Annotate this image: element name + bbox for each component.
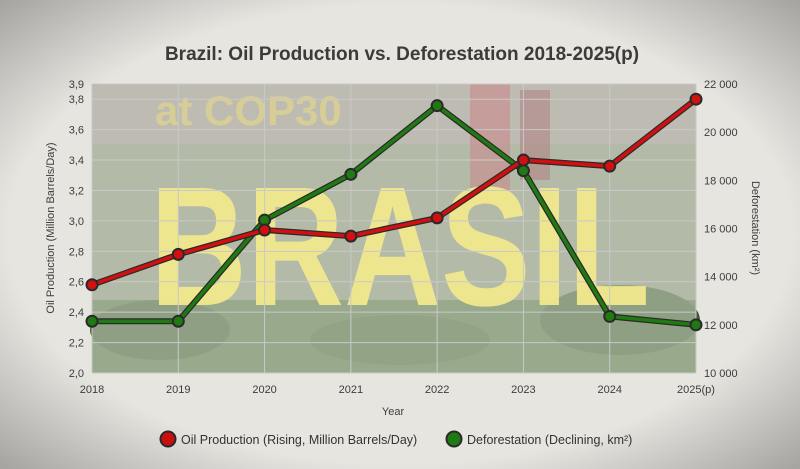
x-tick-label: 2024	[597, 384, 621, 396]
right-y-tick-label: 20 000	[704, 127, 738, 139]
x-tick-label: 2021	[339, 384, 363, 396]
left-y-tick-label: 2,6	[69, 277, 84, 289]
x-tick-label: 2022	[425, 384, 449, 396]
x-tick-label: 2018	[80, 384, 104, 396]
deforestation-point-2023[interactable]	[516, 164, 530, 178]
right-y-tick-label: 14 000	[704, 272, 738, 284]
left-y-tick-label: 2,2	[69, 338, 84, 350]
chart-title: Brazil: Oil Production vs. Deforestation…	[165, 44, 639, 65]
oil-point-2021[interactable]	[344, 229, 358, 243]
x-tick-label: 2020	[252, 384, 276, 396]
oil-point-2020[interactable]	[258, 223, 272, 237]
legend-item-oil[interactable]: Oil Production (Rising, Million Barrels/…	[159, 430, 418, 448]
legend-deforestation-label: Deforestation (Declining, km²)	[467, 433, 632, 447]
oil-point-2018[interactable]	[85, 278, 99, 292]
oil-point-2022[interactable]	[430, 211, 444, 225]
chart-legend: Oil Production (Rising, Million Barrels/…	[159, 430, 633, 448]
right-y-tick-label: 22 000	[704, 79, 738, 91]
right-y-axis-title: Deforestation (km²)	[749, 181, 761, 275]
left-y-tick-label: 2,4	[69, 307, 84, 319]
deforestation-point-2018[interactable]	[85, 314, 99, 328]
right-y-tick-label: 10 000	[704, 368, 738, 380]
x-tick-label: 2025(p)	[677, 384, 715, 396]
legend-oil-label: Oil Production (Rising, Million Barrels/…	[181, 433, 417, 447]
left-y-tick-label: 3,9	[69, 79, 84, 91]
x-axis-title: Year	[382, 406, 405, 418]
deforestation-point-2022[interactable]	[430, 99, 444, 113]
left-y-tick-label: 2,0	[69, 368, 84, 380]
legend-deforestation-marker	[445, 430, 463, 448]
right-y-tick-label: 18 000	[704, 175, 738, 187]
deforestation-point-2021[interactable]	[344, 167, 358, 181]
left-y-tick-label: 3,8	[69, 94, 84, 106]
x-tick-label: 2023	[511, 384, 535, 396]
right-y-tick-label: 12 000	[704, 320, 738, 332]
deforestation-point-2025(p)[interactable]	[689, 318, 703, 332]
left-y-tick-label: 3,2	[69, 185, 84, 197]
left-y-tick-label: 2,8	[69, 246, 84, 258]
right-y-tick-label: 16 000	[704, 224, 738, 236]
oil-point-2019[interactable]	[171, 247, 185, 261]
x-tick-label: 2019	[166, 384, 190, 396]
oil-point-2023[interactable]	[516, 153, 530, 167]
deforestation-point-2024[interactable]	[603, 309, 617, 323]
deforestation-point-2019[interactable]	[171, 314, 185, 328]
oil-point-2024[interactable]	[603, 159, 617, 173]
legend-oil-marker	[159, 430, 177, 448]
left-y-tick-label: 3,0	[69, 216, 84, 228]
oil-point-2025(p)[interactable]	[689, 92, 703, 106]
left-y-tick-label: 3,4	[69, 155, 84, 167]
left-y-tick-label: 3,6	[69, 125, 84, 137]
left-y-axis-title: Oil Production (Million Barrels/Day)	[45, 142, 57, 313]
legend-item-deforestation[interactable]: Deforestation (Declining, km²)	[445, 430, 633, 448]
